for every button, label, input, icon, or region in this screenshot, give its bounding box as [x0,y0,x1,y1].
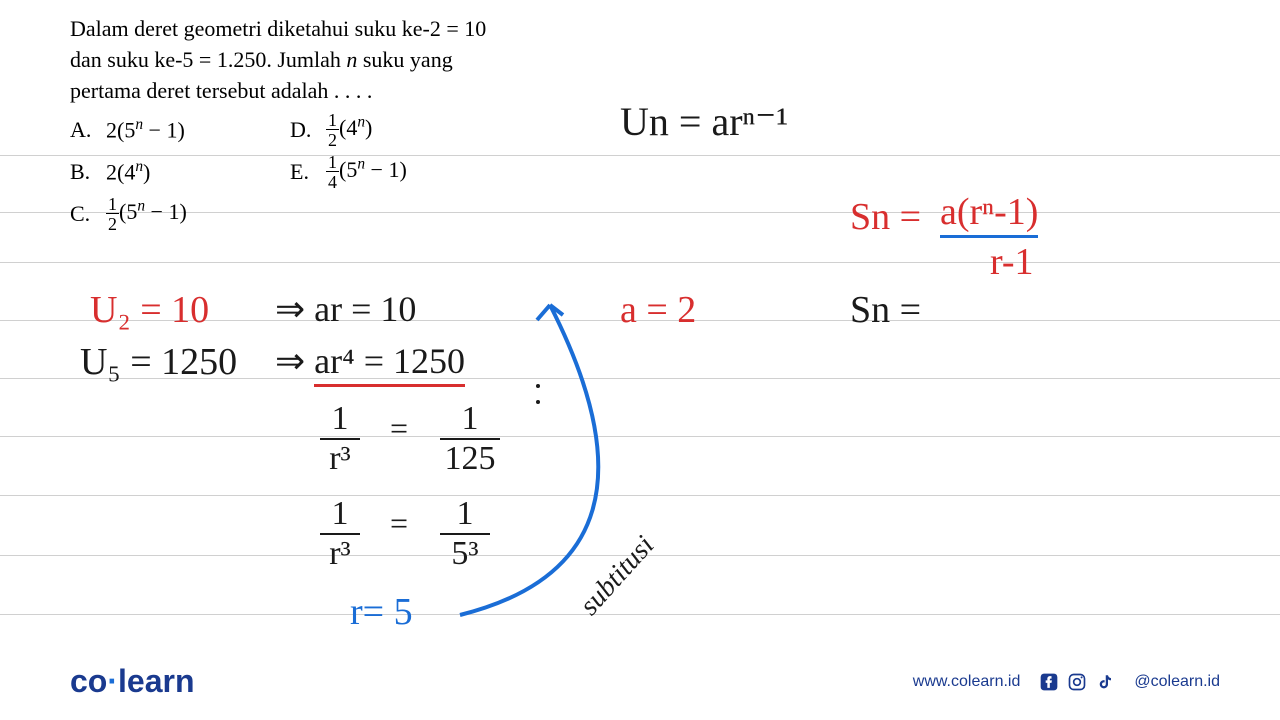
tiktok-icon [1094,671,1116,693]
option-d: D. 12(4n) [290,110,490,150]
website-url: www.colearn.id [913,673,1021,691]
facebook-icon [1038,671,1060,693]
option-a: A. 2(5n − 1) [70,110,260,150]
formula-sn-label: Sn = [850,195,921,239]
frac1-right: 1 125 [440,400,500,478]
question-text: Dalam deret geometri diketahui suku ke-2… [70,14,590,106]
a2: a = 2 [620,288,696,332]
options-grid: A. 2(5n − 1) D. 12(4n) B. 2(4n) E. 14(5n… [70,110,590,234]
r5: r= 5 [350,590,413,634]
option-e: E. 14(5n − 1) [290,152,490,192]
formula-un: Un = arⁿ⁻¹ [620,98,788,145]
option-b: B. 2(4n) [70,152,260,192]
question-block: Dalam deret geometri diketahui suku ke-2… [70,14,590,234]
sn-eq: Sn = [850,288,921,332]
ar10: ⇒ ar = 10 [275,288,416,330]
question-line-3: pertama deret tersebut adalah . . . . [70,78,372,103]
formula-sn-num: a(rⁿ-1) [940,190,1038,238]
option-c: C. 12(5n − 1) [70,194,260,234]
u2: U₂ = 10 [90,288,209,332]
u5: U₅ = 1250 [80,340,237,384]
frac2-left: 1 r³ [320,495,360,573]
social-icons [1038,671,1116,693]
footer: co·learn www.colearn.id @colearn.id [0,663,1280,700]
footer-right: www.colearn.id @colearn.id [913,671,1220,693]
question-line-1: Dalam deret geometri diketahui suku ke-2… [70,16,486,41]
brand-logo: co·learn [70,663,194,700]
social-handle: @colearn.id [1134,673,1220,691]
formula-sn-den: r-1 [990,240,1034,284]
frac2-right: 1 5³ [440,495,490,573]
frac1-left: 1 r³ [320,400,360,478]
question-line-2: dan suku ke-5 = 1.250. Jumlah n suku yan… [70,47,453,72]
frac1-eq: = [390,410,408,447]
ar4: ⇒ ar⁴ = 1250 [275,340,465,387]
frac2-eq: = [390,505,408,542]
instagram-icon [1066,671,1088,693]
